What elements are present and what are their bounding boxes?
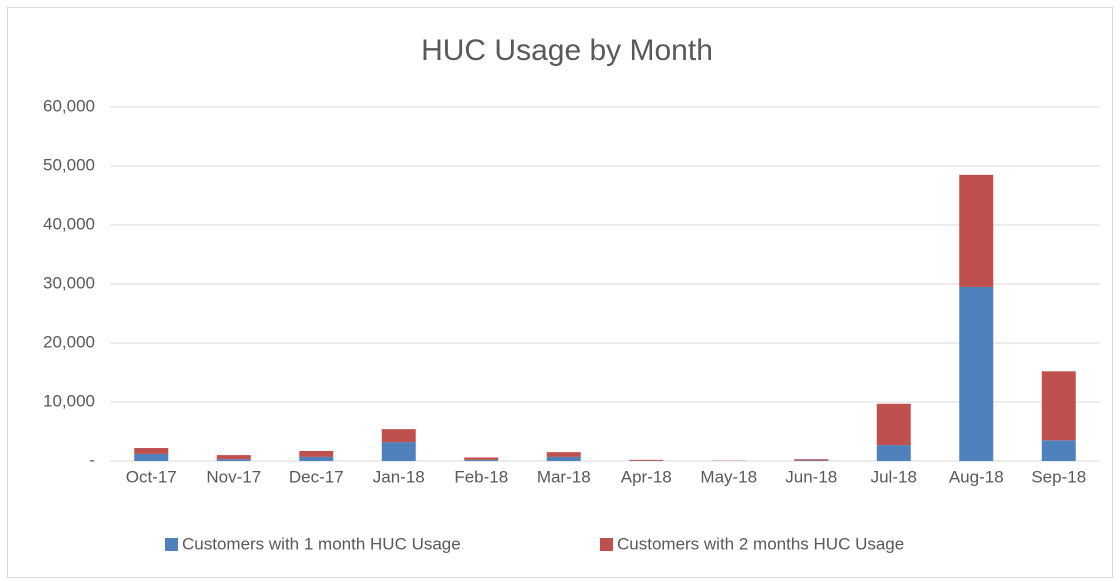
y-tick-label: 60,000 (43, 96, 95, 115)
x-tick-label: Aug-18 (949, 467, 1004, 486)
chart-border (7, 7, 1113, 578)
bar-segment (629, 459, 664, 461)
bar-segment (134, 453, 169, 461)
y-tick-label: 10,000 (43, 391, 95, 410)
bar-segment (876, 445, 911, 461)
x-tick-label: May-18 (700, 467, 757, 486)
bar-segment (299, 456, 334, 461)
bar-segment (216, 459, 251, 461)
y-tick-label: 40,000 (43, 214, 95, 233)
x-tick-label: Jul-18 (871, 467, 917, 486)
x-tick-label: Dec-17 (289, 467, 344, 486)
bar-segment (546, 452, 581, 457)
y-tick-label: 20,000 (43, 332, 95, 351)
legend-label: Customers with 2 months HUC Usage (617, 534, 904, 553)
x-tick-label: Feb-18 (454, 467, 508, 486)
bar-segment (134, 448, 169, 454)
y-tick-label: 50,000 (43, 155, 95, 174)
x-tick-label: Apr-18 (621, 467, 672, 486)
legend-swatch (165, 538, 178, 551)
bar-segment (464, 459, 499, 461)
bar-segment (794, 459, 829, 461)
x-tick-label: Mar-18 (537, 467, 591, 486)
bar-segment (299, 450, 334, 457)
y-tick-label: 30,000 (43, 273, 95, 292)
x-tick-label: Sep-18 (1031, 467, 1086, 486)
bar-segment (216, 455, 251, 460)
bar-segment (546, 456, 581, 461)
bar-segment (1041, 371, 1076, 441)
bar-segment (381, 429, 416, 443)
bar-segment (959, 286, 994, 461)
x-tick-label: Jun-18 (785, 467, 837, 486)
bar-segment (794, 460, 829, 461)
bar-segment (381, 442, 416, 461)
x-tick-label: Jan-18 (373, 467, 425, 486)
bar-segment (876, 403, 911, 446)
bar-segment (959, 174, 994, 287)
x-tick-label: Nov-17 (206, 467, 261, 486)
bar-segment (1041, 440, 1076, 461)
y-tick-label: - (89, 450, 95, 469)
x-tick-label: Oct-17 (126, 467, 177, 486)
legend-label: Customers with 1 month HUC Usage (182, 534, 461, 553)
chart-title: HUC Usage by Month (421, 34, 713, 67)
bar-segment (464, 457, 499, 460)
legend-swatch (600, 538, 613, 551)
